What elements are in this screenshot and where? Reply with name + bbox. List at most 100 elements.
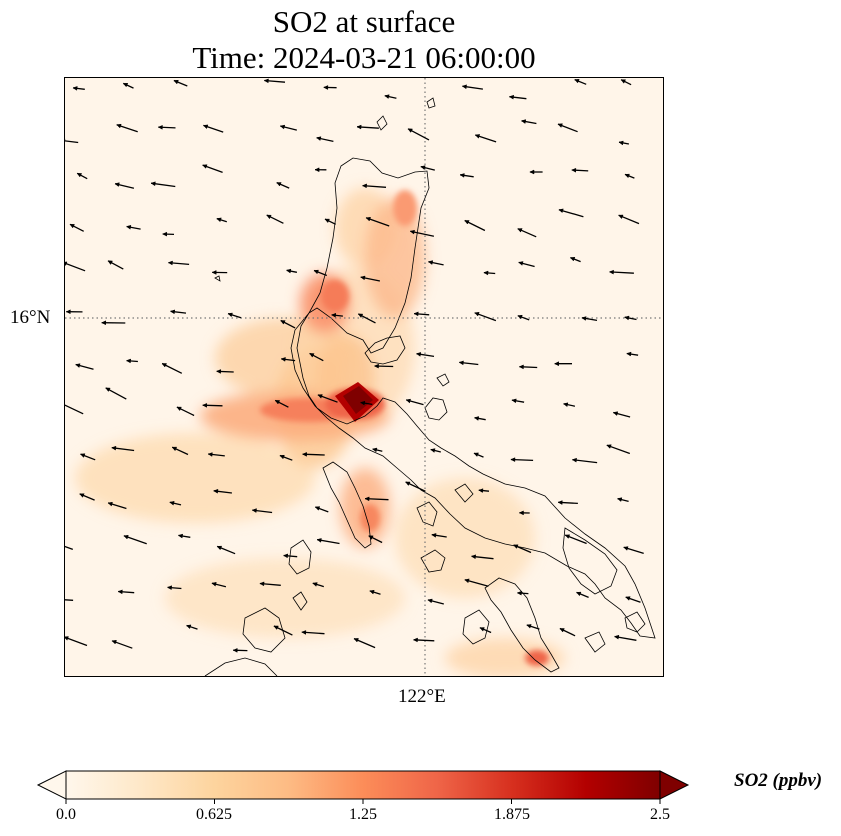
wind-arrowhead xyxy=(562,402,569,408)
wind-arrowhead xyxy=(65,261,68,266)
wind-arrowhead xyxy=(123,535,129,540)
wind-arrowhead xyxy=(279,124,286,130)
wind-arrowhead xyxy=(216,217,222,223)
wind-arrowhead xyxy=(216,369,222,374)
wind-arrowhead xyxy=(301,630,307,635)
wind-arrowhead xyxy=(517,228,523,233)
wind-arrowhead xyxy=(324,218,330,224)
wind-arrowhead xyxy=(625,596,631,601)
wind-arrowhead xyxy=(157,125,163,130)
wind-arrowhead xyxy=(211,581,217,587)
wind-arrowhead xyxy=(415,352,422,357)
wind-arrowhead xyxy=(554,361,559,367)
wind-arrowhead xyxy=(202,164,208,169)
latitude-tick-label: 16°N xyxy=(10,307,51,328)
colorbar-tick-label: 0.625 xyxy=(196,806,232,823)
so2-concentration-field xyxy=(75,188,565,676)
wind-arrowhead xyxy=(79,453,86,458)
wind-arrowhead xyxy=(331,312,337,318)
wind-arrowhead xyxy=(508,94,514,100)
wind-arrowhead xyxy=(169,309,176,315)
wind-arrowhead xyxy=(162,231,168,237)
wind-arrowhead xyxy=(369,589,375,595)
wind-arrowhead xyxy=(76,173,83,178)
wind-arrowhead xyxy=(111,445,117,451)
wind-arrowhead xyxy=(313,269,319,275)
wind-arrowhead xyxy=(361,183,367,189)
wind-arrowhead xyxy=(69,224,75,229)
wind-arrowhead xyxy=(72,86,78,91)
wind-arrowhead xyxy=(458,360,464,366)
wind-arrowhead xyxy=(360,400,366,406)
wind-arrowhead xyxy=(316,538,322,543)
wind-arrowhead xyxy=(564,534,571,539)
wind-arrowhead xyxy=(413,311,419,317)
wind-arrowhead xyxy=(176,406,182,412)
colorbar-max-extend xyxy=(659,770,690,800)
wind-arrow xyxy=(558,209,584,218)
wind-arrowhead xyxy=(511,398,517,404)
wind-arrowhead xyxy=(353,638,359,643)
wind-arrowhead xyxy=(101,320,107,326)
wind-arrowhead xyxy=(202,403,208,408)
colorbar-min-extend xyxy=(36,770,67,800)
wind-arrowhead xyxy=(478,488,484,493)
wind-arrow xyxy=(65,262,86,272)
wind-arrowhead xyxy=(557,123,563,128)
wind-arrow xyxy=(65,140,79,144)
wind-arrowhead xyxy=(479,627,485,632)
wind-arrowhead xyxy=(161,363,168,368)
wind-arrowhead xyxy=(407,128,413,133)
wind-arrowhead xyxy=(464,220,470,225)
wind-arrowhead xyxy=(612,411,619,416)
wind-arrowhead xyxy=(520,119,527,124)
wind-arrowhead xyxy=(529,169,535,175)
wind-arrowhead xyxy=(150,181,156,187)
wind-arrowhead xyxy=(409,229,415,235)
wind-arrowhead xyxy=(232,648,238,653)
wind-arrowhead xyxy=(357,313,364,318)
wind-arrowhead xyxy=(624,315,630,321)
wind-arrowhead xyxy=(263,78,269,84)
wind-arrowhead xyxy=(483,270,489,276)
wind-arrowhead xyxy=(606,444,612,449)
wind-arrowhead xyxy=(171,446,178,452)
wind-arrowhead xyxy=(65,309,71,315)
colorbar-tick-label: 2.5 xyxy=(650,806,670,823)
wind-arrowhead xyxy=(105,387,111,392)
wind-arrowhead xyxy=(412,637,418,643)
wind-arrowhead xyxy=(216,545,223,551)
wind-arrowhead xyxy=(259,581,265,587)
wind-arrowhead xyxy=(323,85,329,90)
wind-arrow xyxy=(65,599,74,601)
wind-arrowhead xyxy=(473,416,480,421)
wind-arrowhead xyxy=(227,312,233,318)
wind-arrowhead xyxy=(559,628,565,633)
wind-arrowhead xyxy=(516,590,522,596)
wind-arrowhead xyxy=(405,481,411,486)
wind-arrowhead xyxy=(314,506,321,511)
wind-arrowhead xyxy=(167,260,173,266)
wind-arrowhead xyxy=(427,260,434,265)
wind-arrowhead xyxy=(474,312,480,317)
wind-arrowhead xyxy=(309,353,315,358)
wind-arrowhead xyxy=(518,510,524,516)
wind-arrowhead xyxy=(368,535,374,540)
wind-arrowhead xyxy=(571,167,577,173)
wind-arrowhead xyxy=(122,83,129,88)
wind-arrowhead xyxy=(405,398,411,404)
wind-arrowhead xyxy=(473,452,479,457)
wind-arrowhead xyxy=(211,270,217,275)
wind-arrowhead xyxy=(317,394,323,399)
longitude-tick-label: 122°E xyxy=(398,686,446,707)
wind-arrowhead xyxy=(126,224,132,230)
wind-arrowhead xyxy=(618,214,624,220)
wind-arrowhead xyxy=(111,640,117,645)
wind-arrowhead xyxy=(474,134,481,139)
wind-arrowhead xyxy=(360,275,366,281)
wind-arrowhead xyxy=(107,260,113,265)
wind-arrow xyxy=(65,636,88,647)
wind-arrowhead xyxy=(571,457,577,463)
wind-arrowhead xyxy=(286,268,292,274)
wind-arrowhead xyxy=(364,496,370,502)
